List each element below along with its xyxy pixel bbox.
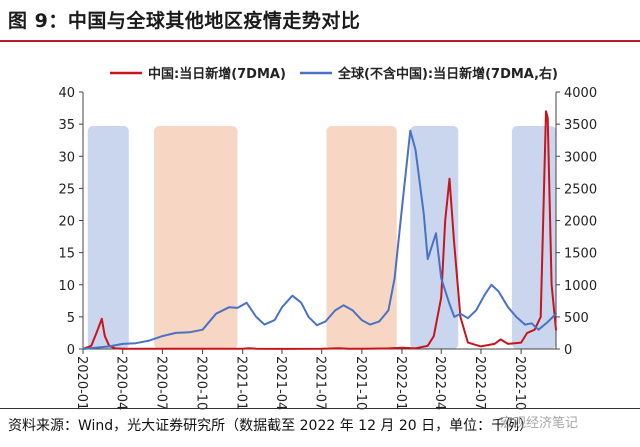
left-tick-label: 5	[67, 311, 75, 326]
axis-layer: 0 5 10 15 20 25 30 35 40 0 500 1000 1500 2000 2500 3000…	[58, 86, 597, 410]
legend-label-world: 全球(不含中国):当日新增(7DMA,右)	[337, 66, 558, 82]
right-tick-label: 3500	[564, 118, 597, 133]
x-tick-label: 2020-10	[194, 356, 209, 410]
shaded-region-2	[154, 126, 238, 349]
right-tick-label: 1500	[564, 247, 597, 262]
right-tick-label: 1000	[564, 279, 597, 294]
figure-title: 图 9：中国与全球其他地区疫情走势对比	[8, 10, 361, 32]
left-tick-label: 0	[67, 343, 75, 358]
x-tick-label: 2022-10	[512, 356, 527, 410]
left-tick-label: 10	[58, 279, 75, 294]
left-tick-label: 25	[58, 182, 75, 197]
right-tick-label: 3000	[564, 150, 597, 165]
left-tick-label: 35	[58, 118, 75, 133]
legend: 中国:当日新增(7DMA) 全球(不含中国):当日新增(7DMA,右)	[110, 66, 558, 82]
x-tick-label: 2021-07	[313, 356, 328, 410]
footer-rule	[0, 408, 640, 409]
x-tick-label: 2022-01	[393, 356, 408, 410]
left-tick-label: 15	[58, 247, 75, 262]
left-tick-label: 40	[58, 86, 75, 101]
title-rule	[0, 40, 640, 42]
right-tick-label: 2000	[564, 215, 597, 230]
right-tick-label: 2500	[564, 182, 597, 197]
series-layer	[82, 110, 557, 350]
shaded-region-1	[87, 126, 129, 349]
series-line-china	[82, 110, 557, 350]
right-tick-label: 0	[564, 343, 572, 358]
x-tick-label: 2020-07	[153, 356, 168, 410]
x-tick-label: 2020-01	[74, 356, 89, 410]
chart-area: 0 5 10 15 20 25 30 35 40 0 500 1000 1500 2000 2500 3000…	[58, 66, 597, 410]
x-tick-label: 2020-04	[114, 356, 129, 410]
watermark: 宏观经济笔记	[500, 416, 579, 431]
x-tick-label: 2021-10	[353, 356, 368, 410]
right-tick-label: 4000	[564, 86, 597, 101]
x-tick-label: 2022-07	[472, 356, 487, 410]
shade-layer	[87, 126, 556, 349]
source-note: 资料来源：Wind，光大证券研究所（数据截至 2022 年 12 月 20 日，…	[8, 418, 534, 434]
series-line-world	[82, 129, 557, 350]
x-tick-label: 2022-04	[432, 356, 447, 410]
legend-label-china: 中国:当日新增(7DMA)	[148, 66, 286, 82]
x-tick-label: 2021-01	[234, 356, 249, 410]
left-tick-label: 30	[58, 150, 75, 165]
shaded-region-3	[326, 126, 397, 349]
left-tick-label: 20	[58, 215, 75, 230]
right-tick-label: 500	[564, 311, 589, 326]
x-tick-label: 2021-04	[273, 356, 288, 410]
